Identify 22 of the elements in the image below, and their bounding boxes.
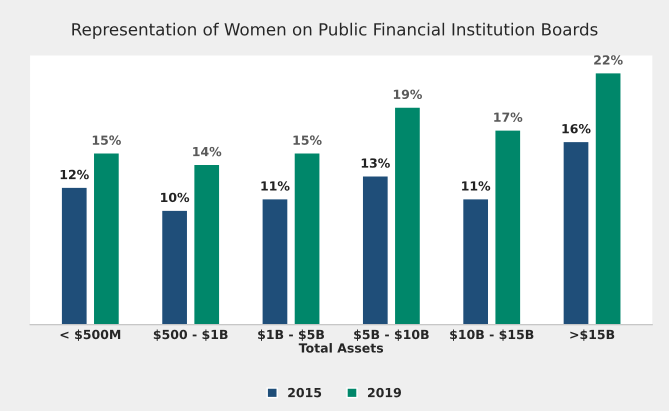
data-label: 16%: [562, 124, 591, 134]
data-label: 13%: [362, 158, 390, 168]
x-tick-label: $500 - $1B: [154, 330, 228, 341]
data-label: 19%: [394, 90, 422, 100]
chart-title: Representation of Women on Public Financial Institution Boards: [72, 22, 598, 39]
data-label: 11%: [261, 181, 290, 191]
data-label: 12%: [60, 170, 89, 180]
x-tick-label: $1B - $5B: [258, 330, 324, 341]
data-label: 11%: [462, 181, 490, 191]
x-tick-label: $10B - $15B: [450, 330, 534, 341]
data-label: 22%: [594, 55, 623, 65]
data-label: 15%: [92, 135, 121, 145]
x-tick-label: >$15B: [570, 330, 614, 341]
data-label: 17%: [494, 112, 522, 122]
legend-label: 2015: [288, 388, 322, 398]
data-label: 14%: [193, 146, 222, 156]
x-tick-label: $5B - $10B: [354, 330, 429, 341]
data-label: 15%: [294, 135, 322, 145]
data-label: 10%: [161, 192, 190, 202]
legend-label: 2019: [368, 388, 401, 398]
x-tick-label: < $500M: [60, 330, 120, 341]
x-axis-title: Total Assets: [298, 343, 384, 353]
